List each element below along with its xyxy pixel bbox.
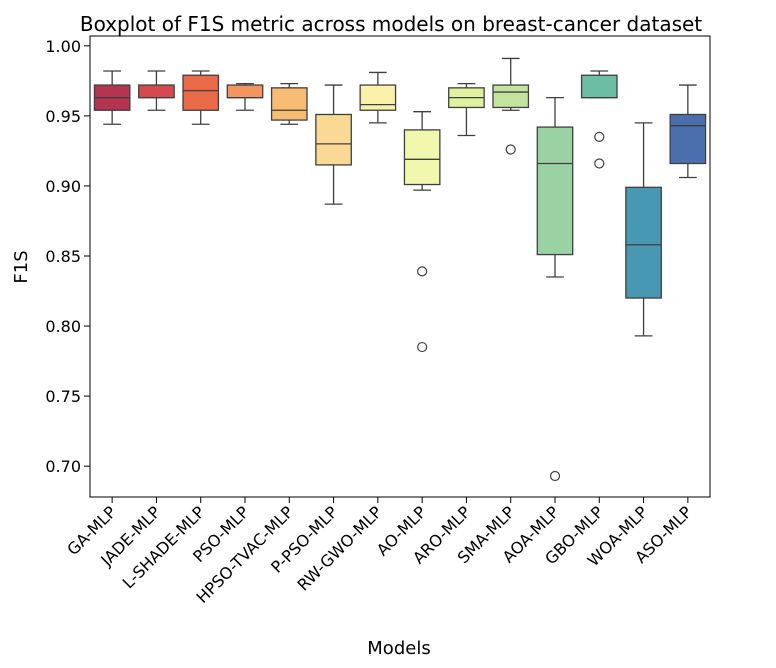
box	[403, 129, 441, 186]
outlier-point	[594, 158, 605, 169]
box	[315, 113, 352, 166]
box	[536, 126, 574, 256]
y-tick-label: 0.80	[45, 317, 81, 336]
box	[359, 84, 397, 111]
x-axis-label: Models	[367, 638, 430, 659]
box	[625, 186, 662, 299]
y-tick-label: 1.00	[45, 37, 81, 56]
outlier-point	[417, 266, 428, 277]
box	[492, 84, 530, 109]
y-tick-label: 0.70	[45, 457, 81, 476]
outlier-point	[594, 131, 605, 142]
y-axis-label: F1S	[11, 250, 32, 283]
box	[182, 74, 220, 111]
y-tick-label: 0.90	[45, 177, 81, 196]
box	[669, 113, 707, 165]
outlier-point	[505, 144, 516, 155]
outlier-point	[417, 341, 428, 353]
plot-area: 0.700.750.800.850.900.951.00GA-MLPJADE-M…	[45, 35, 711, 607]
box	[138, 84, 175, 99]
chart-title: Boxplot of F1S metric across models on b…	[80, 12, 702, 36]
outlier-point	[549, 470, 561, 482]
y-tick-label: 0.75	[45, 387, 81, 406]
box	[270, 87, 308, 121]
box	[226, 84, 264, 99]
y-tick-label: 0.95	[45, 107, 81, 126]
plot-frame	[89, 35, 711, 498]
box	[580, 74, 618, 99]
y-tick-label: 0.85	[45, 247, 81, 266]
